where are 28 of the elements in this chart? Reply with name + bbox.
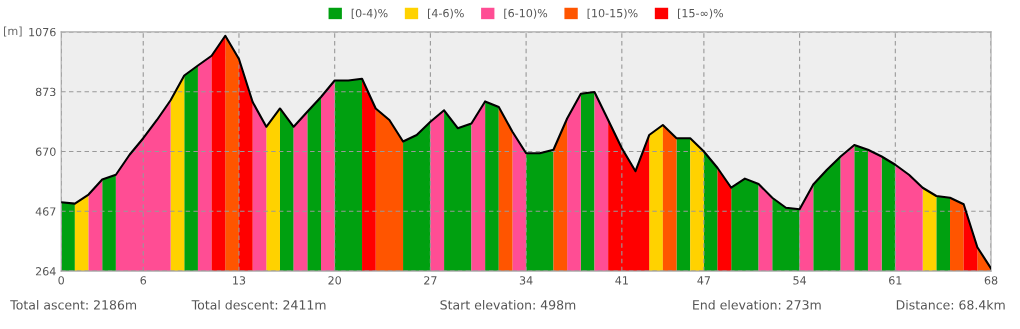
y-tick-label: 264	[35, 267, 56, 276]
text: Total descent: 2411m	[191, 299, 326, 310]
x-tick-label: 47	[697, 276, 710, 285]
text: Start elevation: 498m	[440, 299, 576, 310]
x-tick-label: 68	[984, 276, 998, 285]
x-tick-label: 34	[519, 276, 533, 285]
text: Distance: 68.4km	[896, 299, 1005, 310]
x-tick-label: 41	[615, 276, 628, 285]
legend-label: [6-10)%	[504, 8, 548, 19]
x-tick-label: 13	[233, 276, 246, 285]
line-series	[61, 34, 992, 270]
legend-label: [15-∞)%	[678, 8, 724, 19]
y-axis-title: [m]	[4, 26, 22, 37]
legend-label: [0-4)%	[351, 8, 388, 19]
x-tick-label: 20	[328, 276, 342, 285]
y-tick-label: 873	[35, 87, 56, 97]
y-tick-label: 1076	[29, 27, 56, 37]
text: Total ascent: 2186m	[10, 299, 137, 310]
x-tick-label: 54	[793, 276, 807, 285]
x-tick-label: 6	[140, 276, 147, 285]
x-tick-label: 61	[889, 276, 902, 285]
legend-label: [10-15)%	[587, 8, 638, 19]
text: End elevation: 273m	[693, 299, 821, 310]
x-tick-label: 27	[424, 276, 437, 285]
x-tick-label: 0	[58, 276, 64, 285]
y-tick-label: 467	[35, 207, 56, 216]
y-tick-label: 670	[35, 147, 56, 156]
legend-label: [4-6)%	[428, 8, 464, 19]
